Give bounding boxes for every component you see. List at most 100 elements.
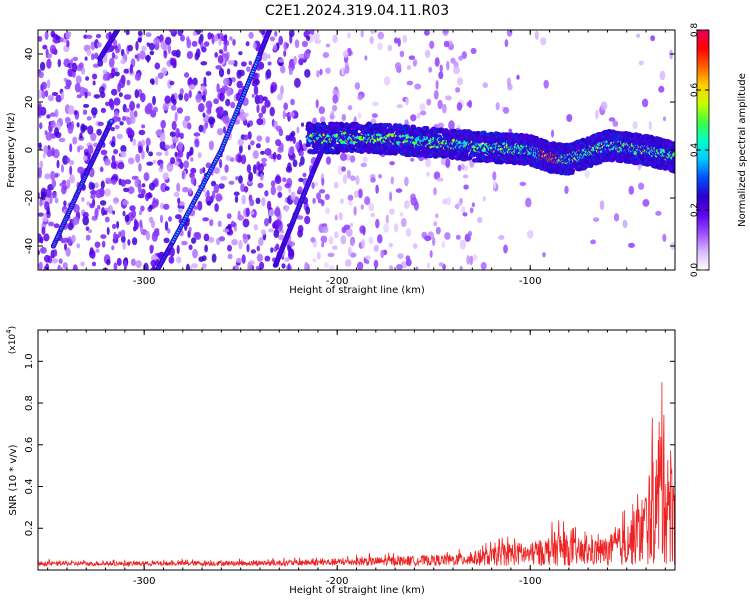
noise-speckle bbox=[61, 185, 67, 195]
noise-speckle bbox=[231, 239, 238, 246]
noise-speckle bbox=[51, 258, 58, 264]
noise-speckle bbox=[103, 210, 108, 215]
noise-speckle bbox=[288, 241, 296, 247]
noise-speckle bbox=[147, 192, 152, 199]
noise-speckle bbox=[57, 58, 61, 68]
noise-speckle bbox=[324, 207, 331, 215]
noise-speckle bbox=[45, 263, 50, 270]
noise-speckle bbox=[371, 113, 378, 118]
noise-speckle bbox=[406, 65, 411, 70]
noise-speckle bbox=[280, 85, 284, 95]
noise-speckle bbox=[40, 246, 47, 254]
band-cell bbox=[423, 126, 430, 131]
noise-speckle bbox=[433, 171, 441, 180]
noise-speckle bbox=[245, 41, 250, 47]
noise-speckle bbox=[442, 198, 448, 205]
noise-speckle bbox=[191, 237, 197, 244]
noise-speckle bbox=[358, 188, 363, 199]
noise-speckle bbox=[354, 190, 359, 199]
noise-speckle bbox=[349, 252, 357, 258]
noise-speckle bbox=[93, 94, 101, 99]
noise-speckle bbox=[137, 183, 142, 194]
noise-speckle bbox=[405, 97, 409, 106]
noise-speckle bbox=[334, 214, 338, 221]
noise-speckle bbox=[274, 207, 281, 217]
noise-speckle bbox=[48, 221, 55, 227]
noise-speckle bbox=[218, 183, 225, 190]
noise-speckle bbox=[120, 179, 127, 187]
noise-speckle bbox=[662, 116, 667, 122]
noise-speckle bbox=[241, 254, 246, 264]
noise-speckle bbox=[73, 204, 80, 213]
trace-cell bbox=[269, 30, 272, 31]
noise-speckle bbox=[416, 112, 421, 119]
noise-speckle bbox=[395, 188, 403, 193]
noise-speckle bbox=[151, 220, 155, 229]
noise-speckle bbox=[288, 67, 293, 76]
noise-speckle bbox=[347, 105, 353, 111]
noise-speckle bbox=[636, 33, 641, 38]
noise-speckle bbox=[99, 166, 104, 173]
noise-speckle bbox=[85, 234, 91, 241]
noise-speckle bbox=[316, 251, 321, 260]
noise-speckle bbox=[338, 212, 343, 221]
noise-speckle bbox=[151, 264, 156, 270]
trace-core bbox=[144, 290, 147, 293]
noise-speckle bbox=[255, 197, 261, 204]
noise-speckle bbox=[337, 165, 343, 176]
noise-speckle bbox=[377, 234, 383, 244]
noise-speckle bbox=[346, 169, 351, 179]
noise-speckle bbox=[584, 170, 590, 179]
noise-speckle bbox=[178, 201, 185, 207]
noise-speckle bbox=[368, 236, 374, 245]
noise-speckle bbox=[296, 126, 300, 134]
noise-speckle bbox=[66, 40, 70, 48]
noise-speckle bbox=[111, 179, 117, 185]
noise-speckle bbox=[97, 121, 104, 126]
noise-speckle bbox=[270, 185, 276, 196]
noise-speckle bbox=[78, 62, 84, 69]
trace-cell bbox=[269, 24, 274, 29]
noise-speckle bbox=[202, 94, 206, 103]
noise-speckle bbox=[354, 82, 361, 90]
noise-speckle bbox=[112, 210, 116, 215]
noise-speckle bbox=[188, 187, 192, 195]
noise-speckle bbox=[64, 243, 67, 251]
noise-speckle bbox=[110, 127, 115, 132]
noise-speckle bbox=[58, 137, 66, 143]
noise-speckle bbox=[218, 38, 222, 46]
noise-speckle bbox=[297, 54, 305, 59]
noise-speckle bbox=[377, 31, 385, 40]
noise-speckle bbox=[113, 262, 118, 270]
noise-speckle bbox=[527, 230, 534, 239]
noise-speckle bbox=[198, 36, 202, 45]
noise-speckle bbox=[467, 230, 472, 237]
noise-speckle bbox=[72, 136, 78, 145]
noise-speckle bbox=[283, 102, 289, 111]
trace-cell bbox=[120, 20, 125, 25]
noise-speckle bbox=[179, 88, 184, 95]
noise-speckle bbox=[266, 53, 271, 60]
noise-speckle bbox=[113, 231, 117, 241]
trace-core bbox=[272, 20, 275, 23]
noise-speckle bbox=[230, 101, 236, 109]
noise-speckle bbox=[54, 173, 59, 178]
noise-speckle bbox=[51, 179, 56, 188]
noise-speckle bbox=[38, 111, 42, 116]
noise-speckle bbox=[152, 95, 156, 106]
noise-speckle bbox=[65, 247, 71, 257]
noise-speckle bbox=[321, 241, 325, 248]
noise-speckle bbox=[162, 102, 169, 111]
noise-speckle bbox=[455, 234, 461, 240]
noise-speckle bbox=[404, 119, 409, 126]
noise-speckle bbox=[360, 204, 364, 210]
noise-speckle bbox=[253, 85, 259, 96]
noise-speckle bbox=[278, 35, 284, 46]
noise-speckle bbox=[118, 78, 126, 89]
noise-speckle bbox=[442, 30, 449, 34]
noise-speckle bbox=[272, 222, 276, 229]
noise-speckle bbox=[261, 52, 268, 61]
noise-speckle bbox=[122, 199, 129, 206]
noise-speckle bbox=[312, 258, 317, 263]
noise-speckle bbox=[85, 76, 90, 81]
